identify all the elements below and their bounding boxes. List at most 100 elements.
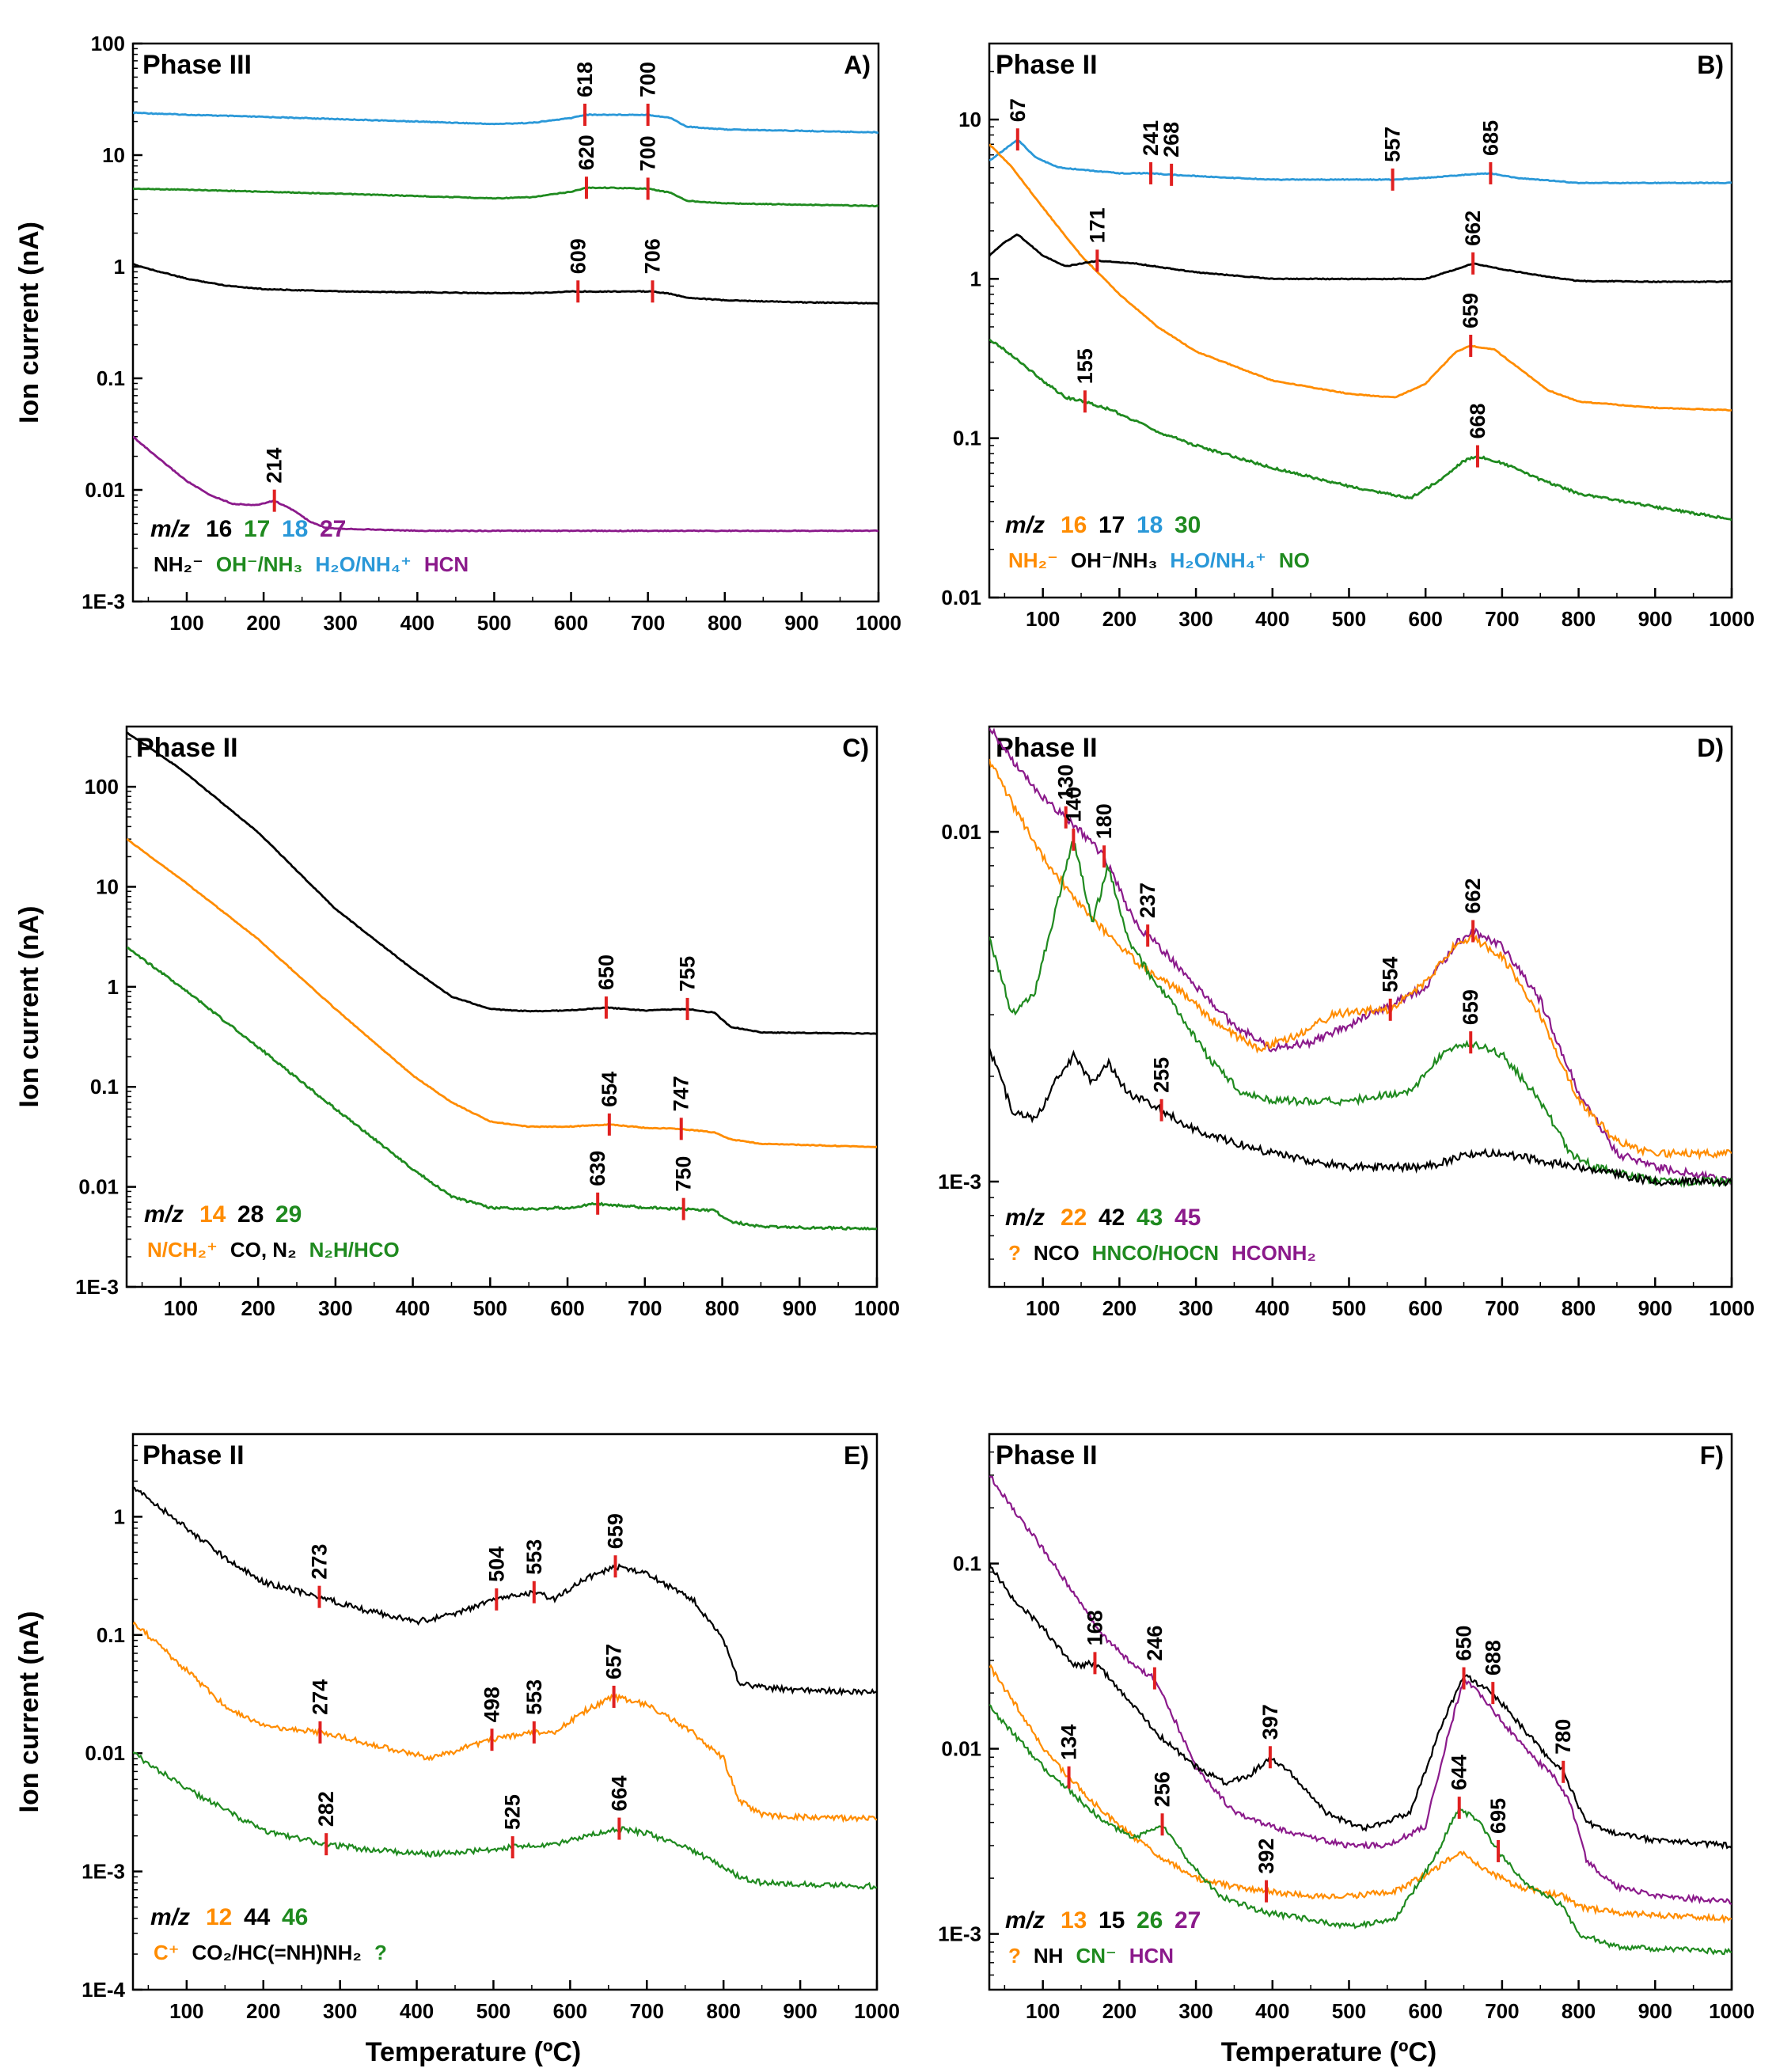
series-line-mz-17 <box>133 186 879 207</box>
x-tick-label: 100 <box>1026 1999 1060 2023</box>
peak-label: 392 <box>1254 1839 1278 1874</box>
peak-label: 140 <box>1061 787 1085 822</box>
legend-mz-prefix: m/z <box>1005 1205 1045 1231</box>
x-tick-label: 600 <box>550 1296 584 1320</box>
legend-species: NH₂⁻ <box>1008 548 1058 572</box>
y-axis-label: Ion current (nA) <box>14 222 44 423</box>
peak-label: 657 <box>602 1644 626 1679</box>
peak-label: 553 <box>522 1679 546 1715</box>
x-tick-label: 200 <box>246 611 280 635</box>
series-line-mz-43 <box>989 841 1732 1189</box>
panel-label: A) <box>844 51 871 79</box>
legend-mz-value: 14 <box>199 1201 226 1228</box>
x-tick-label: 100 <box>1026 1296 1060 1320</box>
x-tick-label: 600 <box>553 1999 587 2023</box>
series-line-mz-18 <box>133 111 879 135</box>
peak-label: 700 <box>636 62 660 97</box>
panel-title: Phase III <box>142 50 252 80</box>
x-tick-label: 1000 <box>1709 1999 1755 2023</box>
x-tick-label: 500 <box>477 611 511 635</box>
legend-species: N/CH₂⁺ <box>147 1238 218 1262</box>
x-tick-label: 800 <box>708 611 742 635</box>
legend-mz-value: 30 <box>1175 512 1201 538</box>
y-tick-label: 1E-3 <box>82 590 125 613</box>
peak-label: 700 <box>636 135 660 171</box>
y-tick-label: 0.01 <box>941 820 981 844</box>
peak-label: 237 <box>1136 882 1159 918</box>
legend-mz-value: 17 <box>244 516 270 542</box>
peak-label: 214 <box>263 448 287 484</box>
x-tick-label: 900 <box>1638 607 1672 631</box>
peak-label: 273 <box>307 1544 331 1580</box>
y-tick-label: 1 <box>114 1505 125 1528</box>
y-tick-label: 0.1 <box>97 1623 125 1647</box>
x-tick-label: 500 <box>1332 1296 1366 1320</box>
legend-species: NO <box>1279 548 1310 572</box>
peak-label: 134 <box>1057 1725 1081 1760</box>
legend-mz-value: 42 <box>1099 1205 1125 1231</box>
peak-label: 256 <box>1151 1771 1175 1807</box>
peak-label: 168 <box>1083 1610 1106 1645</box>
x-tick-label: 700 <box>630 1999 664 2023</box>
peak-label: 662 <box>1461 211 1485 246</box>
legend-species: OH⁻/NH₃ <box>216 552 303 576</box>
panel-label: C) <box>842 734 869 762</box>
x-tick-label: 200 <box>246 1999 280 2023</box>
x-tick-label: 300 <box>1178 607 1212 631</box>
y-tick-label: 0.01 <box>941 586 981 609</box>
x-tick-label: 200 <box>1102 607 1137 631</box>
peak-label: 618 <box>573 62 597 97</box>
peak-label: 695 <box>1486 1798 1510 1834</box>
peak-label: 504 <box>484 1546 508 1582</box>
peak-label: 650 <box>1452 1626 1476 1661</box>
x-tick-label: 900 <box>1638 1296 1672 1320</box>
peak-label: 246 <box>1143 1626 1167 1661</box>
panel-b: 0.01 0.1 1 10 100 200 300 400 500 600 700 800 900 100… <box>941 42 1755 631</box>
legend-species: ? <box>1008 1241 1021 1265</box>
series-line-mz-26 <box>989 1703 1732 1956</box>
panel-e: 1E-4 1E-3 0.01 0.1 1 100 200 300 400 500 600 700 800… <box>14 1433 900 2067</box>
x-tick-label: 800 <box>706 1999 740 2023</box>
legend-species: NCO <box>1034 1241 1080 1265</box>
x-tick-label: 400 <box>396 1296 430 1320</box>
x-tick-label: 200 <box>1102 1296 1137 1320</box>
legend-mz-value: 12 <box>206 1904 232 1930</box>
y-tick-label: 10 <box>96 875 119 898</box>
series-line-mz-45 <box>989 727 1732 1186</box>
y-tick-label: 1 <box>114 255 125 279</box>
legend-species: HCN <box>1129 1944 1174 1968</box>
x-tick-label: 500 <box>1332 1999 1366 2023</box>
legend-mz-prefix: m/z <box>150 516 190 542</box>
legend-species: HNCO/HOCN <box>1092 1241 1219 1265</box>
panel-a: 1E-3 0.01 0.1 1 10 100 100 200 300 400 500 600 700 80… <box>14 32 901 635</box>
x-tick-label: 300 <box>1178 1999 1212 2023</box>
peak-label: 654 <box>598 1072 621 1107</box>
x-tick-label: 1000 <box>854 1296 900 1320</box>
plot-frame <box>988 42 1733 599</box>
peak-label: 180 <box>1092 803 1116 839</box>
y-tick-label: 0.01 <box>85 478 125 502</box>
peak-label: 685 <box>1478 120 1502 156</box>
series-line-mz-42 <box>989 1047 1732 1187</box>
series-line-mz-16 <box>989 143 1732 412</box>
legend-mz-prefix: m/z <box>144 1201 184 1228</box>
x-tick-label: 300 <box>318 1296 352 1320</box>
y-tick-label: 0.1 <box>953 427 981 450</box>
legend-mz-prefix: m/z <box>1005 512 1045 538</box>
legend-mz-prefix: m/z <box>150 1904 190 1930</box>
series-line-mz-13 <box>989 1664 1732 1924</box>
x-tick-label: 900 <box>783 1999 817 2023</box>
panel-title: Phase II <box>136 733 238 763</box>
x-tick-label: 1000 <box>1709 607 1755 631</box>
x-tick-label: 700 <box>1485 1296 1519 1320</box>
panel-c: 1E-3 0.01 0.1 1 10 100 100 200 300 400 500 600 700 80… <box>14 725 900 1320</box>
y-tick-label: 1 <box>970 267 981 290</box>
panel-label: E) <box>844 1441 869 1470</box>
peak-label: 780 <box>1551 1719 1575 1755</box>
y-tick-label: 1 <box>108 975 119 999</box>
x-tick-label: 800 <box>1562 1999 1596 2023</box>
legend-species: ? <box>1008 1944 1021 1968</box>
x-tick-label: 400 <box>1255 1999 1289 2023</box>
legend-mz-prefix: m/z <box>1005 1907 1045 1933</box>
